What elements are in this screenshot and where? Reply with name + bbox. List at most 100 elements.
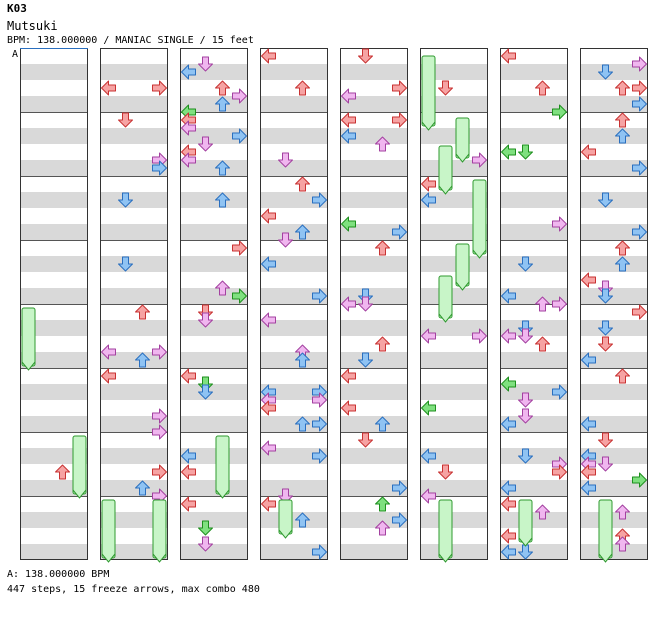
beat-band (20, 224, 88, 240)
beat-band (100, 192, 168, 208)
right-arrow-icon (552, 216, 567, 232)
up-arrow-icon (295, 512, 310, 528)
beat-band (420, 512, 488, 528)
beat-band (100, 96, 168, 112)
freeze-arrow (101, 499, 116, 559)
beat-band (580, 384, 648, 400)
beat-band (180, 384, 248, 400)
beat-band (180, 480, 248, 496)
up-arrow-icon (375, 136, 390, 152)
beat-band (20, 384, 88, 400)
left-arrow-icon (341, 88, 356, 104)
freeze-tail-icon (152, 553, 167, 563)
beat-band (580, 224, 648, 240)
right-arrow-icon (232, 88, 247, 104)
beat-band (180, 160, 248, 176)
beat-band (340, 352, 408, 368)
down-arrow-icon (598, 432, 613, 448)
beat-band (340, 160, 408, 176)
beat-band (420, 544, 488, 560)
column-border (180, 48, 248, 560)
freeze-arrow (438, 499, 453, 559)
up-arrow-icon (615, 240, 630, 256)
left-arrow-icon (341, 368, 356, 384)
up-arrow-icon (215, 96, 230, 112)
up-arrow-icon (535, 296, 550, 312)
section-marker: A (12, 49, 18, 60)
beat-band (260, 128, 328, 144)
down-arrow-icon (598, 336, 613, 352)
up-arrow-icon (375, 240, 390, 256)
beat-band (420, 288, 488, 304)
beat-band (260, 256, 328, 272)
left-arrow-icon (181, 64, 196, 80)
beat-band (420, 192, 488, 208)
beat-band (20, 96, 88, 112)
down-arrow-icon (438, 80, 453, 96)
beat-band (100, 160, 168, 176)
freeze-tail-icon (518, 537, 533, 547)
right-arrow-icon (552, 464, 567, 480)
beat-band (180, 96, 248, 112)
beat-band (580, 192, 648, 208)
chart-column (100, 48, 168, 560)
column-border (420, 48, 488, 560)
right-arrow-icon (632, 56, 647, 72)
left-arrow-icon (101, 344, 116, 360)
step-chart: A (12, 48, 648, 563)
beat-band (260, 512, 328, 528)
right-arrow-icon (392, 80, 407, 96)
beat-band (100, 544, 168, 560)
beat-band (420, 224, 488, 240)
beat-band (180, 224, 248, 240)
up-arrow-icon (215, 80, 230, 96)
beat-band (340, 480, 408, 496)
beat-band (20, 64, 88, 80)
beat-band (580, 512, 648, 528)
down-arrow-icon (518, 144, 533, 160)
freeze-tail-icon (421, 121, 436, 131)
down-arrow-icon (198, 520, 213, 536)
beat-band (180, 128, 248, 144)
up-arrow-icon (375, 416, 390, 432)
beat-band (20, 128, 88, 144)
beat-band (180, 320, 248, 336)
freeze-arrow (438, 145, 453, 191)
right-arrow-icon (632, 472, 647, 488)
down-arrow-icon (518, 448, 533, 464)
freeze-arrow (472, 179, 487, 255)
right-arrow-icon (392, 224, 407, 240)
right-arrow-icon (392, 480, 407, 496)
right-arrow-icon (312, 392, 327, 408)
up-arrow-icon (295, 80, 310, 96)
freeze-tail-icon (215, 489, 230, 499)
beat-band (340, 256, 408, 272)
beat-band (500, 384, 568, 400)
beat-band (260, 224, 328, 240)
beat-band (260, 480, 328, 496)
up-arrow-icon (615, 368, 630, 384)
beat-band (580, 288, 648, 304)
beat-band (500, 352, 568, 368)
down-arrow-icon (518, 256, 533, 272)
beat-band (500, 64, 568, 80)
right-arrow-icon (472, 152, 487, 168)
beat-band (420, 64, 488, 80)
beat-band (100, 416, 168, 432)
down-arrow-icon (438, 464, 453, 480)
left-arrow-icon (261, 496, 276, 512)
column-border (500, 48, 568, 560)
left-arrow-icon (341, 296, 356, 312)
freeze-tail-icon (455, 153, 470, 163)
up-arrow-icon (135, 352, 150, 368)
beat-band (420, 384, 488, 400)
right-arrow-icon (632, 224, 647, 240)
up-arrow-icon (615, 80, 630, 96)
up-arrow-icon (615, 536, 630, 552)
beat-band (260, 416, 328, 432)
up-arrow-icon (215, 160, 230, 176)
left-arrow-icon (261, 400, 276, 416)
freeze-tail-icon (72, 489, 87, 499)
left-arrow-icon (501, 528, 516, 544)
left-arrow-icon (261, 208, 276, 224)
